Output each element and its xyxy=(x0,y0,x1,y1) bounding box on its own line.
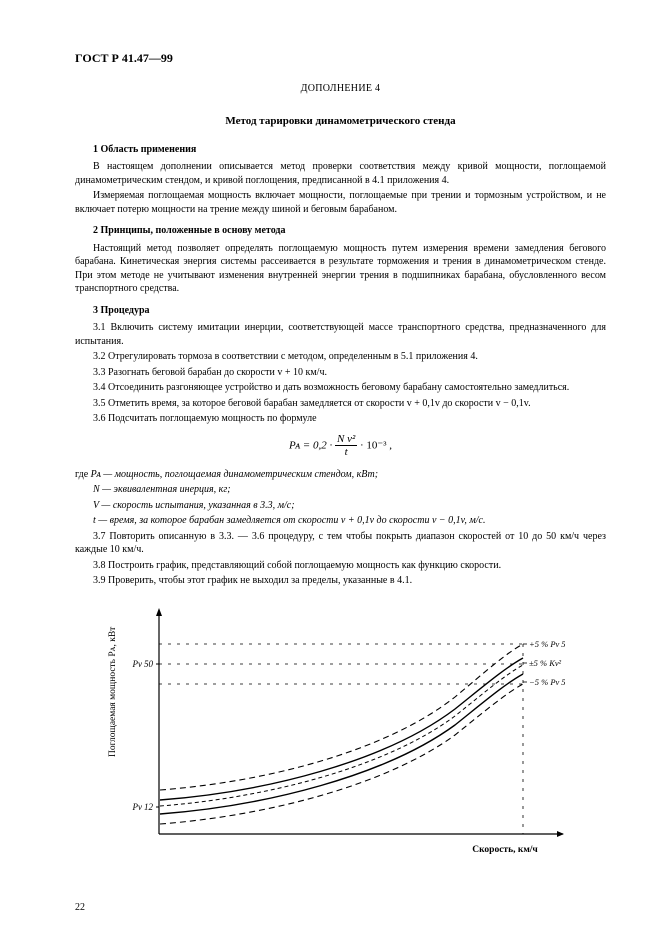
section-1-heading: 1 Область применения xyxy=(93,143,606,157)
def-n: N — эквивалентная инерция, кг; xyxy=(93,483,606,497)
svg-text:+5 % Pᴠ 50: +5 % Pᴠ 50 xyxy=(529,639,565,649)
page-number: 22 xyxy=(75,901,85,915)
def-where: где xyxy=(75,469,91,480)
symbol-definitions: где Pᴀ — мощность, поглощаемая динамомет… xyxy=(75,468,606,528)
page-title: Метод тарировки динамометрического стенд… xyxy=(75,114,606,129)
sec3-p31: 3.1 Включить систему имитации инерции, с… xyxy=(75,321,606,348)
sec3-p36: 3.6 Подсчитать поглощаемую мощность по ф… xyxy=(75,412,606,426)
svg-text:Скорость, км/ч: Скорость, км/ч xyxy=(472,845,538,855)
formula-fraction: N v² t xyxy=(335,434,357,458)
def-pa: Pᴀ — мощность, поглощаемая динамометриче… xyxy=(91,469,378,480)
sec3-p35: 3.5 Отметить время, за которое беговой б… xyxy=(75,397,606,411)
section-2-heading: 2 Принципы, положенные в основу метода xyxy=(93,224,606,238)
section-3-heading: 3 Процедура xyxy=(93,304,606,318)
document-id: ГОСТ Р 41.47—99 xyxy=(75,50,606,66)
sec3-p34: 3.4 Отсоединить разгоняющее устройство и… xyxy=(75,381,606,395)
section-1-para-1: В настоящем дополнении описывается метод… xyxy=(75,160,606,187)
sec3-p32: 3.2 Отрегулировать тормоза в соответстви… xyxy=(75,350,606,364)
svg-text:±5 % Kᴠ²: ±5 % Kᴠ² xyxy=(529,658,561,668)
formula-right: · 10⁻³ , xyxy=(360,439,392,451)
svg-text:Pᴠ 12: Pᴠ 12 xyxy=(131,802,153,812)
def-t: t — время, за которое барабан замедляетс… xyxy=(93,514,606,528)
svg-text:Pᴠ 50: Pᴠ 50 xyxy=(131,659,153,669)
sec3-p38: 3.8 Построить график, представляющий соб… xyxy=(75,559,606,573)
section-2-para-1: Настоящий метод позволяет определять пог… xyxy=(75,242,606,296)
section-1-para-2: Измеряемая поглощаемая мощность включает… xyxy=(75,189,606,216)
svg-text:−5 % Pᴠ 50: −5 % Pᴠ 50 xyxy=(529,677,565,687)
sec3-p39: 3.9 Проверить, чтобы этот график не выхо… xyxy=(75,574,606,588)
sec3-p37: 3.7 Повторить описанную в 3.3. — 3.6 про… xyxy=(75,530,606,557)
formula-denominator: t xyxy=(335,446,357,458)
formula-numerator: N v² xyxy=(335,434,357,446)
formula: Pᴀ = 0,2 · N v² t · 10⁻³ , xyxy=(75,434,606,462)
sec3-p33: 3.3 Разогнать беговой барабан до скорост… xyxy=(75,366,606,380)
formula-left: Pᴀ = 0,2 · xyxy=(289,439,332,451)
def-v: V — скорость испытания, указанная в 3.3,… xyxy=(93,499,606,513)
svg-text:Поглощаемая мощность Pᴀ, кВт: Поглощаемая мощность Pᴀ, кВт xyxy=(108,625,118,756)
power-speed-chart: Pᴠ 12 Pᴠ 50 +5 % Pᴠ 50 ±5 % Kᴠ² −5 % Pᴠ 50 По… xyxy=(105,602,606,872)
appendix-label: ДОПОЛНЕНИЕ 4 xyxy=(75,82,606,96)
